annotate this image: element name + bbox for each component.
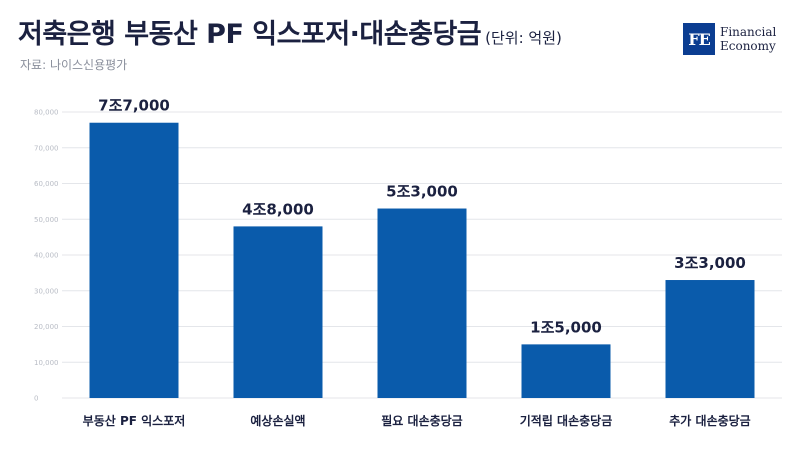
data-label: 7조7,000	[98, 97, 170, 115]
data-label: 3조3,000	[674, 254, 746, 272]
chart-title: 저축은행 부동산 PF 익스포저·대손충당금 (단위: 억원)	[18, 12, 562, 51]
x-tick-label: 추가 대손충당금	[669, 413, 750, 428]
logo-line-1: Financial	[720, 25, 777, 39]
x-tick-label: 부동산 PF 익스포저	[83, 413, 186, 428]
y-tick-label: 30,000	[34, 287, 59, 295]
title-text: 저축은행 부동산 PF 익스포저·대손충당금	[18, 19, 482, 50]
y-tick-label: 0	[34, 395, 38, 403]
y-tick-label: 80,000	[34, 109, 59, 117]
bar	[89, 122, 179, 398]
y-tick-label: 40,000	[34, 252, 59, 260]
data-label: 1조5,000	[530, 318, 602, 336]
x-tick-label: 예상손실액	[250, 413, 305, 428]
y-tick-label: 20,000	[34, 323, 59, 331]
data-label: 5조3,000	[386, 183, 458, 201]
logo-line-2: Economy	[720, 39, 776, 53]
bar	[665, 280, 755, 398]
x-tick-label: 기적립 대손충당금	[520, 413, 613, 428]
bar	[521, 344, 611, 398]
x-tick-label: 필요 대손충당금	[381, 413, 462, 428]
logo-text: Financial Economy	[720, 25, 776, 53]
logo-mark: FE	[683, 23, 715, 55]
data-label: 4조8,000	[242, 200, 314, 218]
bar	[233, 226, 323, 398]
financial-economy-logo: FE Financial Economy	[683, 22, 776, 56]
y-tick-label: 60,000	[34, 180, 59, 188]
y-tick-label: 50,000	[34, 216, 59, 224]
source-label: 자료: 나이스신용평가	[20, 58, 128, 72]
y-tick-label: 10,000	[34, 359, 59, 367]
y-tick-label: 70,000	[34, 144, 59, 152]
unit-label: (단위: 억원)	[485, 29, 562, 47]
bar	[377, 208, 467, 398]
